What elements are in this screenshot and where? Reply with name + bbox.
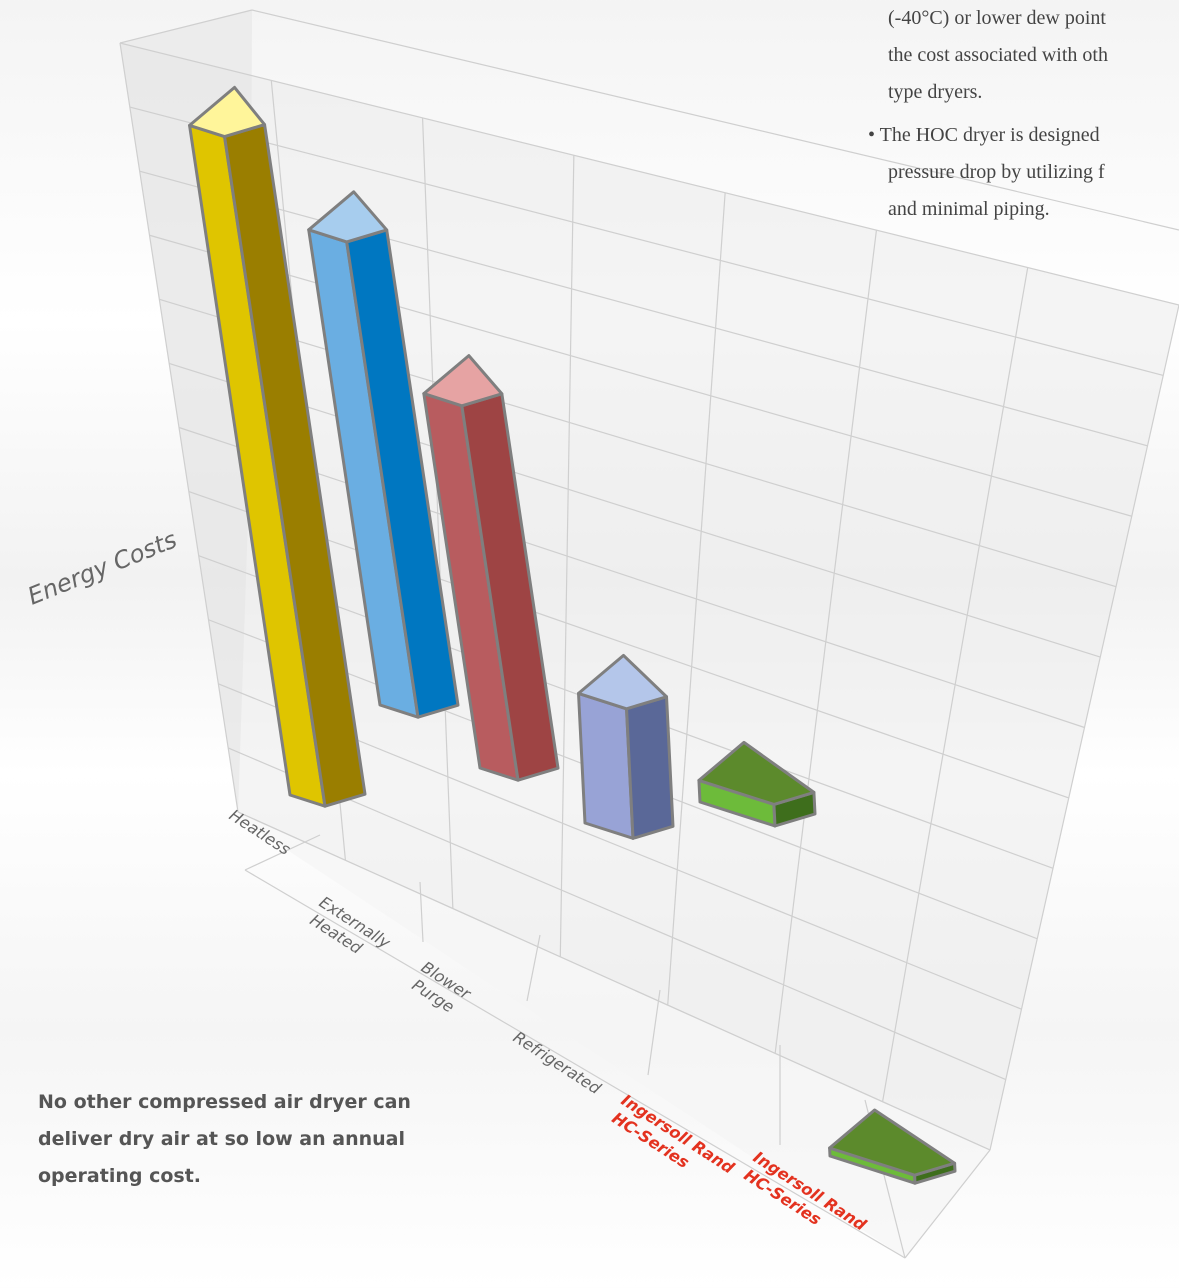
bullet-line: pressure drop by utilizing f [888,161,1105,183]
floor-divider [526,934,541,1002]
bullet-line: and minimal piping. [888,198,1050,220]
bar-top [828,1108,957,1177]
floor-front-edge [244,869,906,1259]
bar [697,740,817,828]
bullet-line: • The HOC dryer is designed [868,124,1100,146]
grid-line-horizontal [119,42,1179,306]
grid-line-vertical [421,117,454,909]
floor-edge [237,811,991,1151]
grid-line-vertical [559,155,575,957]
wall-edge [119,9,253,44]
bar-top [422,354,504,408]
grid-line-vertical [774,230,878,1054]
bar-side [625,695,675,840]
grid-line-horizontal [188,491,1069,799]
bar-top [697,740,816,806]
grid-line-horizontal [168,362,1101,658]
grid-line-horizontal [227,747,1006,1081]
bar-top [307,190,389,244]
bullet-line: the cost associated with oth [888,44,1108,66]
feature-bullets: (-40°C) or lower dew point the cost asso… [868,0,1179,228]
chart-caption: No other compressed air dryer can delive… [38,1091,411,1187]
chart-floor [237,811,991,1259]
floor-divider [647,989,661,1076]
bar [422,354,560,782]
floor-face [238,812,990,1258]
grid-line-vertical [989,304,1179,1151]
wall-edge [251,9,1179,231]
bullet-line: type dryers. [888,81,983,103]
bar [307,190,460,719]
chart-bars [188,85,957,1185]
bar [828,1108,957,1185]
floor-divider [244,834,321,871]
floor-edge [904,1149,991,1259]
y-axis-title: Energy Costs [24,525,181,610]
grid-line-horizontal [129,106,1164,376]
grid-line-horizontal [139,170,1148,447]
bar [577,653,675,840]
floor-divider [419,881,424,943]
bar-top [577,653,669,711]
grid-line-vertical [667,192,726,1006]
grid-line-vertical [119,42,239,813]
grid-line-vertical [881,267,1029,1102]
bar [188,85,367,808]
bar-front [577,691,635,840]
grid-line-horizontal [159,298,1117,588]
bar-top [188,85,267,139]
bullet-line: (-40°C) or lower dew point [888,7,1106,29]
grid-line-horizontal [178,426,1085,729]
grid-line-horizontal [149,234,1132,517]
